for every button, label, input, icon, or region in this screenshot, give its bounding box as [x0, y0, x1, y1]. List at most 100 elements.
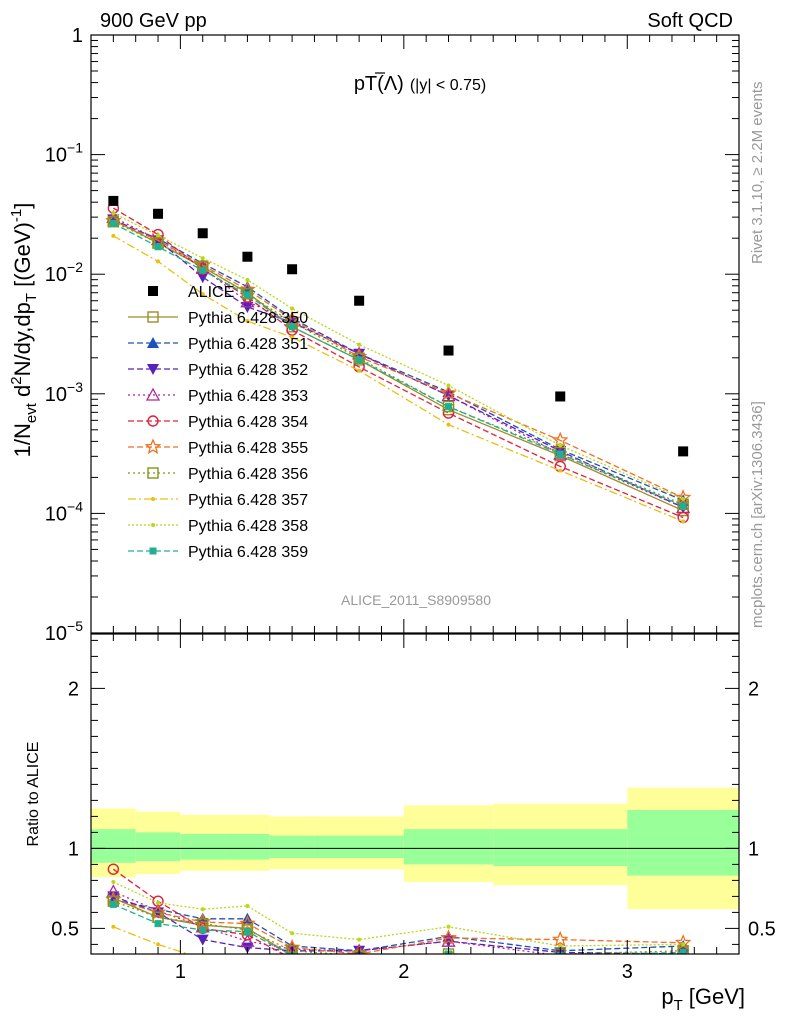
- ratio-point-8-5: [357, 937, 362, 942]
- legend-marker-8: [151, 523, 155, 527]
- ratio-point-4-5: [354, 959, 364, 969]
- ratio-point-8-7: [558, 944, 563, 948]
- ratio-point-7-7: [558, 968, 562, 972]
- legend-label-7: Pythia 6.428 357: [188, 492, 308, 509]
- legend-marker-7: [151, 497, 155, 501]
- legend-marker-5: [144, 438, 162, 455]
- series-point-7-2: [200, 292, 205, 297]
- plot-title: pT(Λ) (|y| < 0.75): [354, 73, 486, 95]
- data-point-2: [197, 228, 208, 239]
- band-inner-3: [225, 834, 270, 860]
- header-collision: 900 GeV pp: [100, 10, 207, 32]
- series-point-2-3: [241, 301, 254, 313]
- ratio-point-4-6: [444, 955, 454, 965]
- legend-label-0: Pythia 6.428 350: [188, 310, 308, 327]
- ratio-line-9: [113, 903, 684, 954]
- data-point-4: [287, 264, 298, 275]
- series-point-7-4: [290, 335, 295, 340]
- band-inner-8: [627, 810, 739, 876]
- y-tick-label-5: 10−5: [45, 618, 83, 645]
- series-point-8-1: [156, 233, 161, 238]
- ratio-point-9-2: [199, 926, 207, 934]
- ratio-point-2-2: [196, 934, 209, 946]
- y-axis-label: 1/Nevt d2N/dy,dpT [(GeV)-1]: [8, 203, 40, 458]
- series-point-2-2: [196, 272, 209, 284]
- series-point-2-5: [353, 348, 366, 360]
- ratio-point-7-0: [111, 924, 116, 929]
- series-point-8-8: [681, 496, 686, 501]
- band-inner-6: [403, 829, 494, 865]
- ratio-point-8-1: [156, 900, 161, 905]
- ratio-point-6-4: [286, 945, 298, 954]
- series-point-6-3: [241, 288, 254, 300]
- ratio-y-tick-label-right-2: 2: [748, 678, 759, 700]
- legend-marker-1: [147, 337, 159, 348]
- ratio-point-7-5: [357, 965, 361, 969]
- data-point-3: [242, 251, 253, 262]
- legend-label-4: Pythia 6.428 354: [188, 414, 308, 431]
- x-tick-label-2: 3: [622, 961, 633, 983]
- ratio-line-4: [112, 868, 285, 954]
- series-line-9: [112, 222, 684, 507]
- legend-label-3: Pythia 6.428 353: [188, 388, 308, 405]
- rivet-version-label: Rivet 3.1.10, ≥ 2.2M events: [749, 82, 766, 265]
- series-point-7-1: [156, 259, 161, 264]
- ratio-point-7-3: [245, 960, 249, 964]
- ratio-point-7-6: [447, 968, 451, 972]
- series-point-9-2: [199, 266, 207, 274]
- series-point-7-3: [245, 319, 250, 324]
- series-line-6: [113, 221, 684, 506]
- series-point-8-4: [290, 306, 295, 311]
- ratio-point-9-5: [355, 953, 363, 954]
- main-plot-series: [105, 195, 692, 524]
- series-point-9-6: [445, 403, 453, 411]
- series-point-9-7: [556, 450, 564, 458]
- ratio-y-axis-label: Ratio to ALICE: [25, 742, 42, 847]
- ratio-plot-series: [105, 863, 692, 972]
- band-inner-5: [314, 835, 404, 858]
- legend-label-9: Pythia 6.428 359: [188, 544, 308, 561]
- ratio-point-4-4: [289, 953, 296, 954]
- series-point-7-0: [111, 233, 116, 238]
- series-point-8-0: [111, 211, 116, 216]
- series-point-9-3: [243, 291, 251, 299]
- data-point-5: [354, 295, 365, 306]
- series-point-9-4: [288, 323, 296, 331]
- ratio-point-8-0: [111, 880, 116, 884]
- series-point-8-3: [245, 277, 250, 282]
- band-inner-0: [91, 829, 136, 863]
- y-tick-label-1: 10−1: [45, 140, 83, 167]
- ratio-point-8-4: [290, 931, 295, 936]
- ratio-point-7-1: [156, 942, 161, 947]
- ratio-plot-frame: [90, 633, 740, 955]
- y-tick-label-4: 10−4: [45, 498, 83, 525]
- data-point-8: [678, 446, 689, 457]
- ratio-y-tick-label-1: 1: [68, 838, 79, 860]
- x-tick-label-0: 1: [175, 961, 186, 983]
- series-point-9-1: [154, 243, 162, 251]
- ratio-y-tick-label-right-0: 0.5: [748, 918, 776, 940]
- series-point-8-7: [558, 443, 563, 448]
- axis-tick-labels: 1 2 3 1 10−1 10−2 10−3 10−4 10−5 0.5 0.5 1 1 2 2: [45, 25, 776, 983]
- series-line-8: [113, 212, 684, 500]
- mcplots-label: mcplots.cern.ch [arXiv:1306.3436]: [749, 401, 766, 628]
- ratio-point-7-4: [290, 963, 294, 967]
- legend-label-data: ALICE: [188, 284, 234, 301]
- legend-marker-9: [149, 547, 157, 555]
- ratio-line-3: [113, 891, 684, 954]
- series-point-5-6: [440, 384, 457, 401]
- x-tick-label-1: 2: [398, 961, 409, 983]
- data-point-7: [555, 391, 566, 402]
- legend-marker-3: [145, 387, 161, 401]
- x-axis-label: pT [GeV]: [661, 984, 745, 1014]
- ratio-point-5-3: [239, 914, 256, 931]
- band-inner-2: [180, 834, 226, 860]
- series-point-7-7: [558, 468, 563, 473]
- ratio-point-8-6: [446, 924, 451, 929]
- ratio-point-7-2: [201, 957, 205, 961]
- ratio-y-tick-label-0: 0.5: [51, 918, 79, 940]
- band-inner-1: [135, 832, 181, 862]
- ratio-point-9-8: [679, 948, 687, 954]
- data-point-0: [108, 195, 119, 206]
- main-plot-frame: [90, 34, 740, 634]
